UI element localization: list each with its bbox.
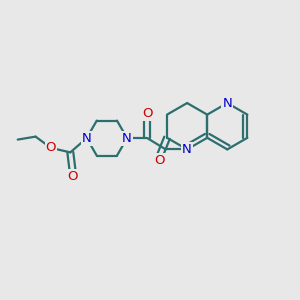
Text: O: O: [68, 170, 78, 183]
Text: N: N: [82, 132, 92, 145]
Text: N: N: [122, 132, 132, 145]
Text: O: O: [142, 107, 152, 120]
Text: N: N: [222, 97, 232, 110]
Text: N: N: [182, 143, 192, 156]
Text: O: O: [154, 154, 165, 167]
Text: O: O: [46, 141, 56, 154]
